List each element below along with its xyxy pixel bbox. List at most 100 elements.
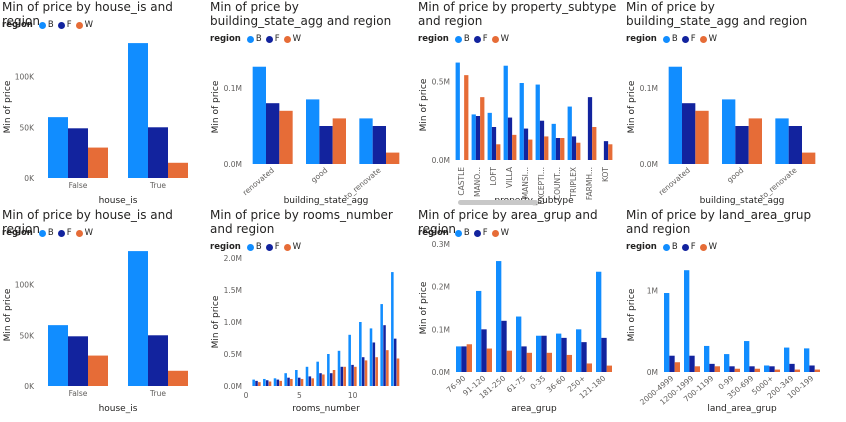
- bar[interactable]: [265, 380, 269, 386]
- bar[interactable]: [279, 110, 293, 164]
- bar[interactable]: [576, 329, 582, 372]
- bar[interactable]: [329, 373, 333, 386]
- bar[interactable]: [507, 117, 513, 160]
- bar[interactable]: [722, 99, 736, 164]
- bar[interactable]: [297, 377, 301, 386]
- bar[interactable]: [290, 378, 293, 386]
- bar[interactable]: [775, 118, 789, 164]
- bar[interactable]: [268, 381, 272, 386]
- chart-panel[interactable]: Min of price by house_is and region regio…: [0, 0, 205, 208]
- bar[interactable]: [794, 369, 800, 372]
- bar[interactable]: [526, 352, 532, 372]
- bar[interactable]: [475, 116, 481, 160]
- legend-item[interactable]: F: [57, 20, 72, 30]
- bar[interactable]: [306, 99, 320, 164]
- bar[interactable]: [503, 65, 508, 160]
- chart-panel[interactable]: Min of price by building_state_agg and r…: [208, 0, 413, 208]
- bar[interactable]: [596, 271, 602, 372]
- bar[interactable]: [168, 162, 188, 178]
- bar[interactable]: [332, 118, 346, 164]
- bar[interactable]: [255, 380, 258, 386]
- bar[interactable]: [319, 373, 322, 386]
- bar[interactable]: [471, 114, 476, 160]
- legend-item[interactable]: W: [75, 20, 93, 30]
- bar[interactable]: [496, 261, 502, 372]
- bar[interactable]: [536, 335, 542, 372]
- chart-panel[interactable]: Min of price by property_subtype and reg…: [416, 0, 621, 208]
- bar[interactable]: [456, 346, 462, 372]
- bar[interactable]: [487, 112, 492, 160]
- bar[interactable]: [266, 103, 280, 164]
- bar[interactable]: [546, 352, 552, 372]
- bar[interactable]: [704, 345, 710, 372]
- bar[interactable]: [784, 347, 790, 372]
- bar[interactable]: [168, 370, 188, 386]
- bar[interactable]: [319, 126, 333, 164]
- bar[interactable]: [359, 118, 373, 164]
- bar[interactable]: [322, 374, 325, 386]
- bar[interactable]: [128, 43, 148, 178]
- bar[interactable]: [668, 66, 682, 164]
- bar[interactable]: [273, 378, 277, 386]
- bar[interactable]: [749, 366, 755, 372]
- chart-panel[interactable]: Min of price by building_state_agg and r…: [624, 0, 829, 208]
- bar[interactable]: [466, 344, 472, 372]
- bar[interactable]: [279, 380, 282, 386]
- legend-item[interactable]: W: [75, 228, 93, 238]
- bar[interactable]: [603, 141, 609, 160]
- bar[interactable]: [528, 139, 533, 160]
- bar[interactable]: [372, 342, 376, 386]
- bar[interactable]: [480, 97, 485, 160]
- bar[interactable]: [729, 366, 735, 372]
- bar[interactable]: [571, 136, 577, 160]
- chart-panel[interactable]: Min of price by area_grup and region regi…: [416, 208, 621, 416]
- legend-item[interactable]: F: [681, 242, 696, 252]
- bar[interactable]: [68, 128, 88, 178]
- bar[interactable]: [476, 290, 482, 372]
- bar[interactable]: [802, 152, 816, 164]
- bar[interactable]: [68, 336, 88, 386]
- bar[interactable]: [804, 348, 810, 372]
- legend-item[interactable]: B: [454, 228, 470, 238]
- bar[interactable]: [682, 103, 696, 164]
- bar[interactable]: [380, 304, 383, 386]
- bar[interactable]: [535, 84, 540, 160]
- bar[interactable]: [724, 354, 730, 372]
- bar[interactable]: [295, 370, 298, 386]
- bar[interactable]: [359, 322, 362, 386]
- bar[interactable]: [788, 126, 802, 164]
- bar[interactable]: [372, 126, 386, 164]
- legend-item[interactable]: W: [283, 242, 301, 252]
- legend-item[interactable]: F: [265, 34, 280, 44]
- legend-item[interactable]: F: [265, 242, 280, 252]
- legend-item[interactable]: B: [38, 228, 54, 238]
- legend-item[interactable]: F: [473, 228, 488, 238]
- bar[interactable]: [481, 329, 487, 372]
- bar[interactable]: [128, 251, 148, 386]
- bar[interactable]: [523, 128, 529, 160]
- bar[interactable]: [88, 355, 108, 386]
- bar[interactable]: [556, 333, 562, 372]
- legend-item[interactable]: F: [473, 34, 488, 44]
- bar[interactable]: [606, 365, 612, 372]
- bar[interactable]: [252, 66, 266, 164]
- bar[interactable]: [252, 379, 255, 386]
- bar[interactable]: [386, 152, 400, 164]
- legend-item[interactable]: B: [454, 34, 470, 44]
- bar[interactable]: [361, 357, 365, 386]
- bar[interactable]: [586, 363, 592, 372]
- bar[interactable]: [284, 373, 287, 386]
- bar[interactable]: [364, 360, 368, 386]
- bar[interactable]: [539, 120, 545, 160]
- bar[interactable]: [689, 355, 695, 372]
- chart-panel[interactable]: Min of price by house_is and region regio…: [0, 208, 205, 416]
- bar[interactable]: [744, 341, 750, 372]
- bar[interactable]: [521, 346, 527, 372]
- bar[interactable]: [386, 350, 389, 386]
- bar[interactable]: [664, 293, 670, 372]
- bar[interactable]: [501, 320, 507, 372]
- bar[interactable]: [311, 378, 314, 386]
- bar[interactable]: [461, 346, 467, 372]
- bar[interactable]: [734, 368, 740, 372]
- bar[interactable]: [305, 366, 309, 386]
